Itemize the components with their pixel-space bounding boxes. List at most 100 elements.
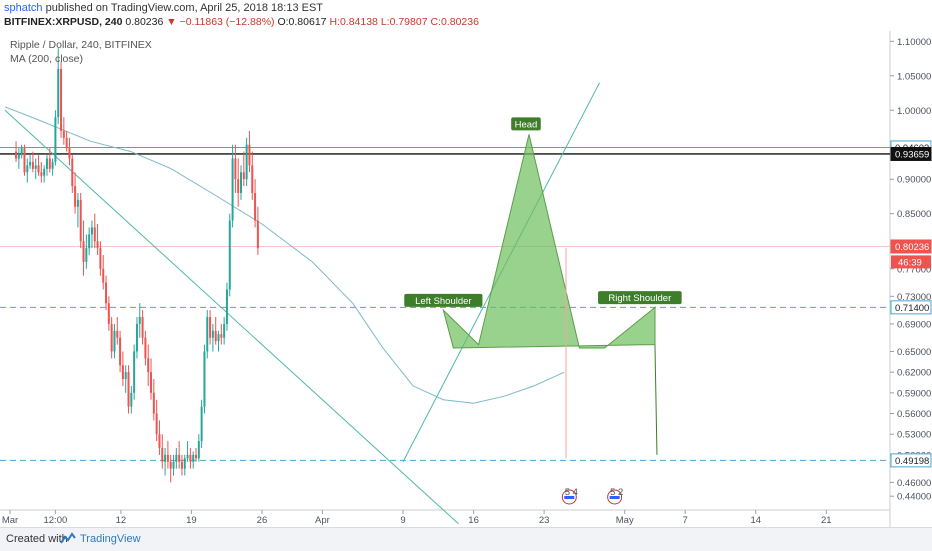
pattern-label-text: Head [515, 119, 538, 130]
candle [90, 220, 93, 249]
candle [150, 358, 153, 400]
candle [113, 323, 116, 359]
candle-body [178, 454, 181, 462]
candle [68, 137, 71, 166]
head-and-shoulders-pattern [442, 134, 656, 349]
candle [231, 144, 234, 228]
open-value: O:0.80617 [277, 16, 327, 28]
candle [40, 161, 43, 183]
candle-body [34, 165, 37, 169]
y-tick-label: 0.46000 [897, 478, 931, 489]
candle [48, 148, 51, 173]
publish-header: sphatch published on TradingView.com, Ap… [0, 0, 932, 30]
candle [79, 192, 82, 249]
moving-average-line [4, 106, 565, 404]
candle-body [76, 199, 79, 207]
candle-body [186, 454, 189, 459]
candle [155, 399, 158, 442]
candle [37, 155, 40, 176]
candle-body [74, 186, 77, 207]
x-tick-label: Mar [2, 515, 18, 526]
candle-body [225, 289, 228, 324]
candle [256, 206, 259, 255]
y-tick-label: 0.90000 [897, 175, 931, 186]
candle-body [20, 148, 23, 156]
candle-body [214, 330, 217, 342]
candle-body [116, 330, 119, 338]
pattern-label: Head [511, 117, 541, 131]
candle-body [138, 317, 141, 324]
candle-body [211, 330, 214, 338]
low-value: L:0.79807 [380, 16, 428, 28]
candle-body [124, 372, 127, 380]
candle [57, 48, 60, 125]
candle [54, 110, 57, 166]
symbol-info: BITFINEX:XRPUSD, 240 0.80236 ▼ −0.11863 … [4, 16, 479, 28]
price-chart[interactable]: 0.440000.460000.500000.530000.560000.590… [0, 0, 932, 527]
x-tick-label: 26 [257, 515, 268, 526]
candle [211, 323, 214, 352]
candle [99, 241, 102, 276]
candle [130, 385, 133, 414]
y-tick-label: 0.53000 [897, 430, 931, 441]
created-with-text: Created with [6, 533, 68, 545]
candle-body [119, 337, 122, 366]
candle [214, 317, 217, 345]
candle-body [164, 454, 167, 462]
high-value: H:0.84138 [329, 16, 378, 28]
candle [209, 310, 212, 345]
event-marker: 5 2 [607, 487, 623, 505]
x-tick-label: 23 [539, 515, 550, 526]
candle [200, 399, 203, 448]
x-tick-label: 9 [400, 515, 405, 526]
candle [51, 158, 54, 176]
candle [138, 303, 141, 338]
candle-body [85, 248, 88, 262]
candle [17, 148, 20, 169]
candle [29, 155, 32, 169]
candle [93, 213, 96, 249]
candle-body [121, 365, 124, 380]
candle-body [54, 117, 57, 162]
candle [172, 454, 175, 476]
candle-body [60, 68, 63, 131]
candle [169, 454, 172, 483]
y-tick-label: 0.62000 [897, 368, 931, 379]
candle [116, 317, 119, 345]
candle-body [68, 148, 71, 159]
candle [110, 317, 113, 359]
countdown-box [891, 255, 931, 269]
candle [223, 317, 226, 345]
candle-body [169, 461, 172, 469]
candle [251, 151, 254, 200]
y-tick-label: 0.77000 [897, 264, 931, 275]
candle [62, 117, 65, 145]
candle-body [161, 447, 164, 462]
candle-body [135, 323, 138, 352]
x-tick-label: 21 [821, 515, 832, 526]
candle [34, 158, 37, 180]
candle-body [150, 372, 153, 393]
candle-body [256, 220, 259, 249]
countdown-tag: 46:39 [891, 255, 931, 269]
candle [82, 220, 85, 276]
author-link[interactable]: sphatch [4, 2, 43, 14]
candle [107, 296, 110, 331]
price-tag: 0.49198 [890, 453, 932, 468]
candle [158, 420, 161, 455]
candle-body [245, 144, 248, 180]
x-tick-label: Apr [315, 515, 330, 526]
tradingview-brand[interactable]: TradingView [80, 533, 141, 545]
pattern-label-box [598, 291, 682, 305]
candle [26, 158, 29, 183]
candle-body [65, 137, 68, 149]
candle [178, 441, 181, 469]
candle-body [37, 165, 40, 173]
price-tag-text: 0.49198 [895, 456, 929, 467]
pattern-projection-line [654, 344, 658, 455]
pattern-label: Left Shoulder [404, 293, 483, 307]
y-tick-label: 0.56000 [897, 409, 931, 420]
close-value: C:0.80236 [430, 16, 479, 28]
flag-stripe [609, 496, 620, 499]
candle-body [105, 282, 108, 304]
